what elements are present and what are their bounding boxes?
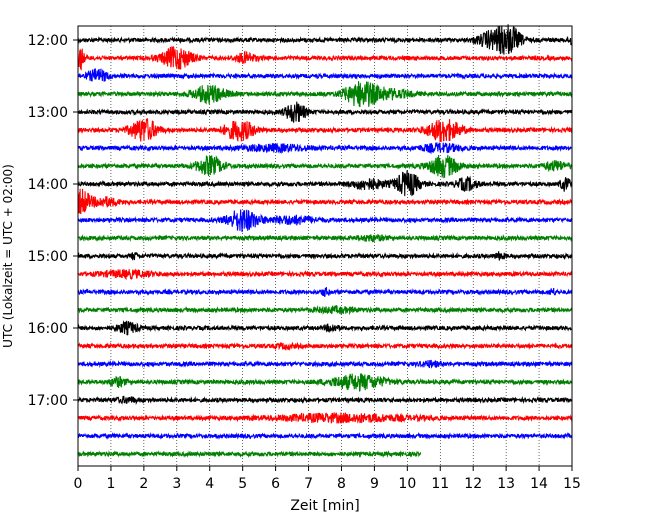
y-tick-label-1300: 13:00 [28, 105, 68, 121]
trace-1430 [77, 209, 573, 233]
plot-frame [77, 25, 573, 467]
x-tick-label-12: 12 [464, 476, 482, 492]
trace-1315 [77, 117, 573, 143]
trace-1300 [77, 101, 573, 123]
trace-1400 [77, 170, 573, 197]
x-tick-label-13: 13 [497, 476, 515, 492]
x-tick-label-0: 0 [74, 476, 83, 492]
trace-1345 [77, 154, 573, 179]
trace-1715 [77, 412, 573, 424]
x-tick-label-1: 1 [106, 476, 115, 492]
x-tick-label-5: 5 [238, 476, 247, 492]
trace-1745 [77, 450, 422, 459]
trace-1230 [77, 68, 573, 82]
x-tick-label-9: 9 [370, 476, 379, 492]
trace-1245 [77, 81, 573, 108]
y-tick-label-1500: 15:00 [28, 249, 68, 265]
trace-1515 [77, 268, 573, 281]
trace-1600 [77, 320, 573, 336]
x-tick-label-8: 8 [337, 476, 346, 492]
y-axis-label: UTC (Lokalzeit = UTC + 02:00) [1, 164, 15, 348]
x-tick-label-4: 4 [205, 476, 214, 492]
trace-1545 [77, 304, 573, 316]
trace-1700 [77, 395, 573, 406]
trace-1615 [77, 341, 573, 351]
trace-1330 [77, 141, 573, 155]
x-tick-label-3: 3 [172, 476, 181, 492]
trace-1415 [77, 188, 573, 215]
y-tick-label-1200: 12:00 [28, 33, 68, 49]
y-ticks: 12:00 13:00 14:00 15:00 16:00 17:00 [28, 33, 78, 409]
y-tick-label-1600: 16:00 [28, 321, 68, 337]
seismogram-traces [77, 24, 573, 459]
x-ticks: 0 1 2 3 4 5 6 7 8 9 10 11 12 13 14 15 [74, 466, 581, 492]
trace-1530 [77, 287, 573, 298]
trace-1630 [77, 359, 573, 369]
trace-1730 [77, 431, 573, 440]
trace-1500 [77, 251, 573, 261]
x-tick-label-6: 6 [271, 476, 280, 492]
x-tick-label-2: 2 [139, 476, 148, 492]
y-tick-label-1400: 14:00 [28, 177, 68, 193]
y-tick-label-1700: 17:00 [28, 393, 68, 409]
x-gridlines [110, 26, 540, 466]
x-tick-label-15: 15 [563, 476, 581, 492]
x-tick-label-7: 7 [304, 476, 313, 492]
x-tick-label-14: 14 [530, 476, 548, 492]
x-axis-label: Zeit [min] [290, 498, 359, 514]
trace-1200 [77, 24, 573, 55]
trace-1445 [77, 233, 573, 243]
x-tick-label-11: 11 [431, 476, 449, 492]
trace-1215 [77, 46, 573, 71]
trace-1645 [77, 373, 573, 392]
x-tick-label-10: 10 [398, 476, 416, 492]
